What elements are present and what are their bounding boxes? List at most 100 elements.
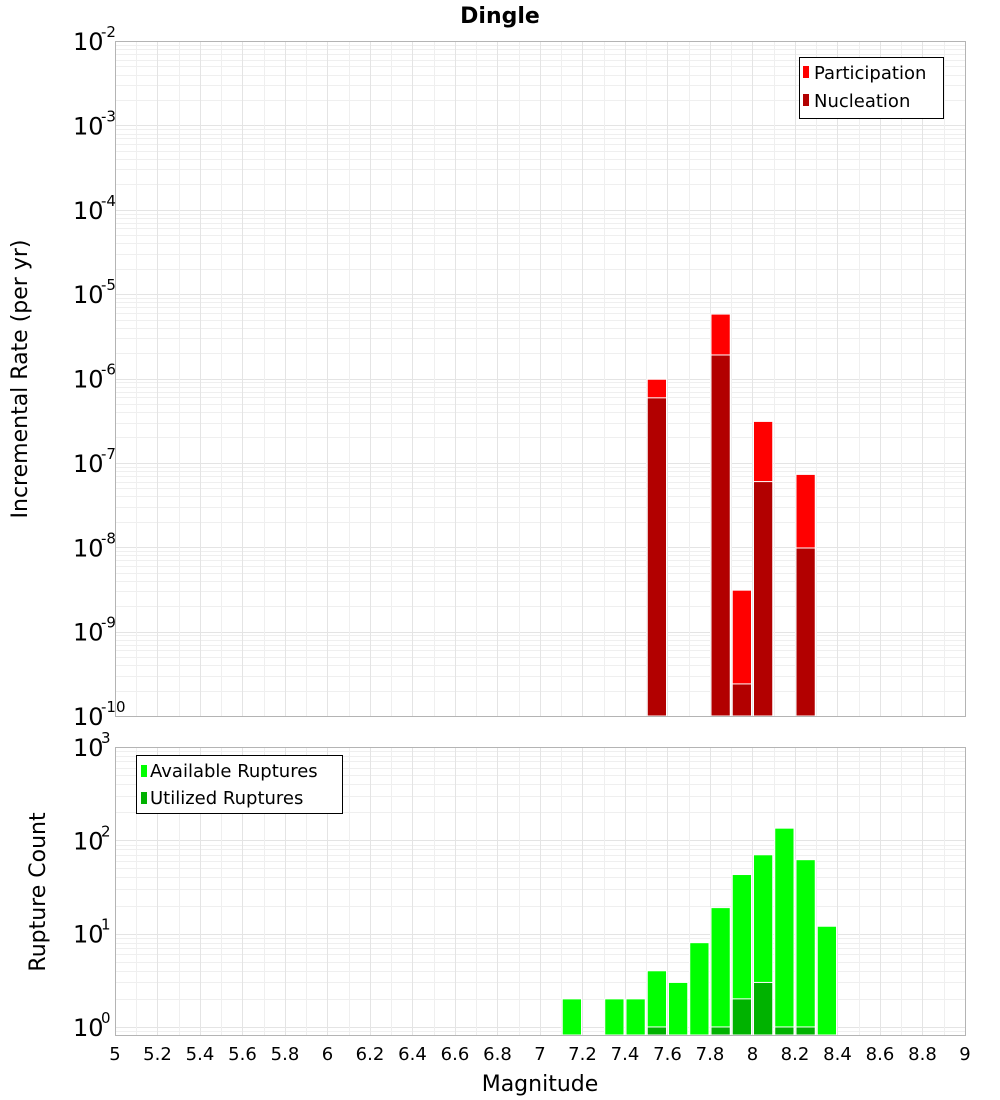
legend-label-participation: Participation <box>814 63 926 84</box>
bottom-y-axis-label: Rupture Count <box>26 812 51 972</box>
bottom-plot-frame <box>115 747 966 1036</box>
bar-available-ruptures-7_75 <box>689 942 710 1036</box>
bar-utilized-ruptures-8_05 <box>753 981 774 1036</box>
y-tick-exponent: -5 <box>101 276 116 294</box>
y-tick-exponent: -4 <box>101 192 116 210</box>
x-tick-label: 7.2 <box>568 1044 597 1065</box>
x-tick-label: 6.4 <box>398 1044 427 1065</box>
y-tick-base: 10 <box>73 921 104 949</box>
y-tick-base: 10 <box>73 827 104 855</box>
bar-nucleation-8_05 <box>753 481 774 717</box>
bar-available-ruptures-8_15 <box>774 827 795 1036</box>
y-tick-exponent: -3 <box>101 107 116 125</box>
y-tick-label: 10-7 <box>73 445 116 478</box>
x-tick-label: 8.8 <box>908 1044 937 1065</box>
bar-available-ruptures-7_35 <box>604 998 625 1036</box>
bar-available-ruptures-7_85 <box>710 907 731 1036</box>
y-tick-base: 10 <box>73 534 104 562</box>
bar-available-ruptures-8_25 <box>795 859 816 1036</box>
top-grid <box>115 41 966 717</box>
x-tick-label: 5 <box>109 1044 120 1065</box>
y-tick-exponent: 0 <box>101 1009 111 1027</box>
y-tick-label: 10-4 <box>73 192 116 225</box>
y-tick-exponent: 3 <box>101 729 111 747</box>
x-axis-label: Magnitude <box>482 1072 599 1097</box>
bar-nucleation-7_95 <box>731 683 752 717</box>
chart-title: Dingle <box>460 4 540 29</box>
y-tick-exponent: -2 <box>101 23 116 41</box>
bar-nucleation-8_25 <box>795 547 816 717</box>
x-tick-label: 6.8 <box>483 1044 512 1065</box>
x-ticks: 5 5.2 5.4 5.6 5.8 6 6.2 6.4 6.6 6.8 7 7.2 7.4 7.6 7.8 8… <box>109 1044 970 1065</box>
bar-utilized-ruptures-7_55 <box>646 1026 667 1036</box>
x-tick-label: 7 <box>534 1044 545 1065</box>
x-tick-label: 8.6 <box>866 1044 895 1065</box>
y-tick-label: 101 <box>73 916 111 949</box>
top-legend: Participation Nucleation <box>799 57 944 119</box>
bar-nucleation-7_85 <box>710 354 731 717</box>
x-tick-label: 6.6 <box>441 1044 470 1065</box>
bottom-bars <box>561 827 837 1036</box>
y-tick-exponent: -8 <box>101 529 116 547</box>
legend-label-available-ruptures: Available Ruptures <box>150 761 318 782</box>
bar-utilized-ruptures-8_25 <box>795 1026 816 1036</box>
top-legend-box <box>799 57 944 119</box>
y-tick-label: 10-3 <box>73 107 116 140</box>
bar-available-ruptures-7_15 <box>561 998 582 1036</box>
y-tick-base: 10 <box>73 734 104 762</box>
x-tick-label: 8.2 <box>781 1044 810 1065</box>
y-tick-label: 100 <box>73 1009 111 1042</box>
legend-swatch-nucleation <box>803 94 809 106</box>
x-tick-label: 5.6 <box>228 1044 257 1065</box>
x-tick-label: 6 <box>322 1044 333 1065</box>
y-tick-label: 10-10 <box>73 698 126 731</box>
bar-utilized-ruptures-7_85 <box>710 1026 731 1036</box>
y-tick-base: 10 <box>73 281 104 309</box>
x-tick-label: 6.2 <box>356 1044 385 1065</box>
legend-label-utilized-ruptures: Utilized Ruptures <box>150 788 303 809</box>
y-tick-base: 10 <box>73 112 104 140</box>
legend-swatch-utilized-ruptures <box>141 792 147 804</box>
bar-utilized-ruptures-8_15 <box>774 1026 795 1036</box>
y-tick-label: 102 <box>73 822 111 855</box>
y-tick-label: 10-2 <box>73 23 116 56</box>
x-tick-label: 5.4 <box>186 1044 215 1065</box>
y-tick-base: 10 <box>73 1014 104 1042</box>
y-tick-exponent: 2 <box>101 822 111 840</box>
x-tick-label: 7.6 <box>653 1044 682 1065</box>
bar-available-ruptures-7_65 <box>668 981 689 1036</box>
y-tick-base: 10 <box>73 619 104 647</box>
bar-nucleation-7_55 <box>646 397 667 717</box>
legend-swatch-participation <box>803 66 809 78</box>
bar-available-ruptures-8_35 <box>816 925 837 1036</box>
y-tick-base: 10 <box>73 703 104 731</box>
y-tick-label: 10-6 <box>73 361 116 394</box>
x-tick-label: 9 <box>959 1044 970 1065</box>
y-tick-label: 10-9 <box>73 614 116 647</box>
y-tick-exponent: -9 <box>101 614 116 632</box>
top-plot-frame <box>115 41 966 717</box>
x-tick-label: 5.2 <box>143 1044 172 1065</box>
legend-swatch-available-ruptures <box>141 765 147 777</box>
y-tick-label: 10-5 <box>73 276 116 309</box>
y-tick-base: 10 <box>73 197 104 225</box>
legend-label-nucleation: Nucleation <box>814 91 910 112</box>
y-tick-exponent: -6 <box>101 361 116 379</box>
bar-utilized-ruptures-7_95 <box>731 998 752 1036</box>
y-tick-exponent: 1 <box>101 916 111 934</box>
x-tick-label: 8 <box>747 1044 758 1065</box>
x-tick-label: 8.4 <box>823 1044 852 1065</box>
x-tick-label: 7.4 <box>611 1044 640 1065</box>
y-tick-exponent: -10 <box>101 698 126 716</box>
y-tick-base: 10 <box>73 28 104 56</box>
x-tick-label: 5.8 <box>271 1044 300 1065</box>
y-tick-label: 103 <box>73 729 111 762</box>
bottom-legend-box <box>136 755 343 814</box>
x-tick-label: 7.8 <box>696 1044 725 1065</box>
bottom-legend: Available Ruptures Utilized Ruptures <box>136 755 343 814</box>
